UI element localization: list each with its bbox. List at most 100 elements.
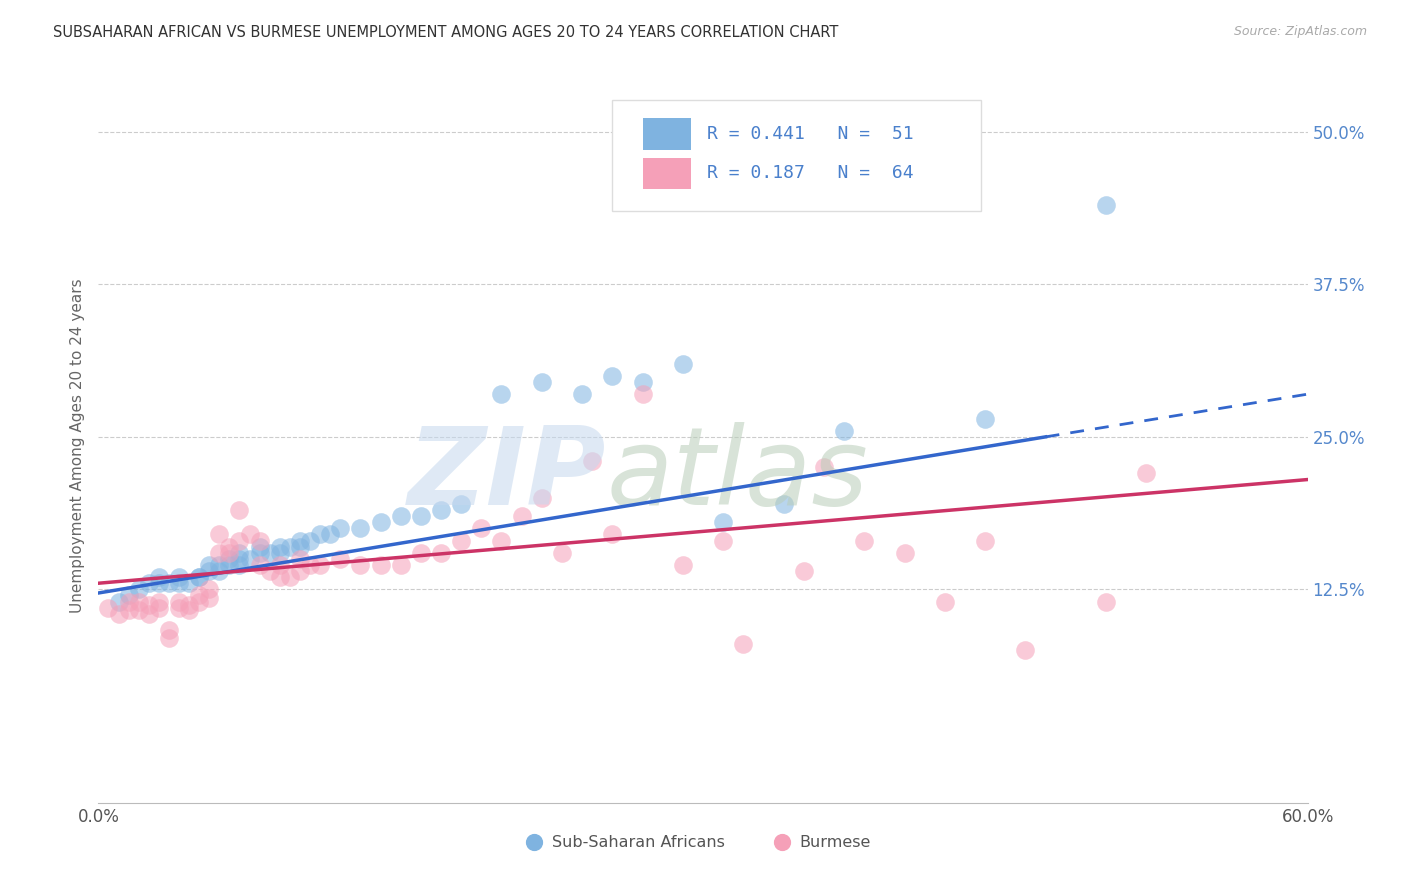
Text: atlas: atlas (606, 422, 868, 527)
Point (1226, 802, 1249, 816)
Point (1135, 467, 1157, 481)
Point (198, 582, 221, 597)
Point (299, 558, 322, 572)
Point (128, 594, 150, 608)
FancyBboxPatch shape (643, 119, 690, 150)
Point (208, 564, 231, 578)
Point (370, 515, 392, 529)
Point (793, 564, 815, 578)
Text: Source: ZipAtlas.com: Source: ZipAtlas.com (1233, 25, 1367, 38)
Point (188, 570, 211, 584)
Point (157, 623, 180, 637)
Point (198, 564, 221, 578)
Point (602, 527, 624, 541)
Point (259, 564, 281, 578)
Point (288, 564, 311, 578)
Point (107, 594, 129, 608)
Text: R = 0.441   N =  51: R = 0.441 N = 51 (707, 125, 914, 143)
Point (259, 546, 281, 560)
Point (188, 594, 211, 608)
Point (228, 551, 250, 566)
Y-axis label: Unemployment Among Ages 20 to 24 years: Unemployment Among Ages 20 to 24 years (69, 278, 84, 614)
Point (288, 540, 311, 554)
Point (278, 540, 301, 554)
Point (602, 368, 624, 383)
Point (118, 589, 141, 603)
Text: Sub-Saharan Africans: Sub-Saharan Africans (551, 835, 724, 849)
Point (491, 533, 513, 548)
Point (118, 594, 141, 608)
Point (631, 387, 654, 401)
Point (772, 497, 794, 511)
Point (208, 558, 231, 572)
Point (329, 551, 352, 566)
Text: R = 0.187   N =  64: R = 0.187 N = 64 (707, 164, 914, 182)
Point (249, 533, 271, 548)
Point (631, 375, 654, 389)
Point (430, 503, 453, 517)
Point (510, 509, 533, 524)
Point (218, 551, 240, 566)
Point (1014, 643, 1036, 657)
Point (672, 558, 695, 572)
Point (269, 540, 291, 554)
Point (409, 546, 432, 560)
Point (208, 546, 231, 560)
Point (832, 424, 855, 438)
Point (128, 582, 150, 597)
Point (470, 521, 492, 535)
Point (249, 546, 271, 560)
Point (167, 600, 190, 615)
Point (138, 576, 160, 591)
Point (813, 802, 835, 816)
Point (389, 509, 412, 524)
Point (228, 533, 250, 548)
Point (167, 594, 190, 608)
Point (148, 600, 170, 615)
Point (188, 589, 211, 603)
Point (349, 521, 371, 535)
Point (157, 631, 180, 645)
Point (148, 594, 170, 608)
Point (157, 576, 180, 591)
Point (228, 546, 250, 560)
Point (239, 551, 262, 566)
Point (409, 509, 432, 524)
Point (138, 607, 160, 621)
Point (138, 598, 160, 612)
Point (228, 558, 250, 572)
Point (571, 387, 593, 401)
Point (349, 558, 371, 572)
Point (450, 497, 472, 511)
Text: Burmese: Burmese (800, 835, 872, 849)
FancyBboxPatch shape (643, 158, 690, 189)
Point (309, 558, 332, 572)
Point (269, 546, 291, 560)
Point (118, 603, 141, 617)
Point (218, 558, 240, 572)
Point (813, 460, 835, 475)
Point (974, 533, 997, 548)
Point (198, 558, 221, 572)
Point (208, 527, 231, 541)
Point (319, 527, 342, 541)
Point (148, 576, 170, 591)
Point (551, 546, 574, 560)
Point (179, 603, 201, 617)
Point (430, 546, 453, 560)
Point (128, 603, 150, 617)
Point (179, 598, 201, 612)
Point (974, 411, 997, 425)
Point (329, 521, 352, 535)
Point (269, 570, 291, 584)
Point (299, 533, 322, 548)
Point (167, 576, 190, 591)
Text: SUBSAHARAN AFRICAN VS BURMESE UNEMPLOYMENT AMONG AGES 20 TO 24 YEARS CORRELATION: SUBSAHARAN AFRICAN VS BURMESE UNEMPLOYME… (53, 25, 839, 40)
Text: ZIP: ZIP (408, 422, 606, 527)
Point (167, 570, 190, 584)
Point (288, 551, 311, 566)
Point (853, 533, 876, 548)
Point (530, 491, 553, 505)
Point (450, 533, 472, 548)
Point (581, 454, 603, 468)
